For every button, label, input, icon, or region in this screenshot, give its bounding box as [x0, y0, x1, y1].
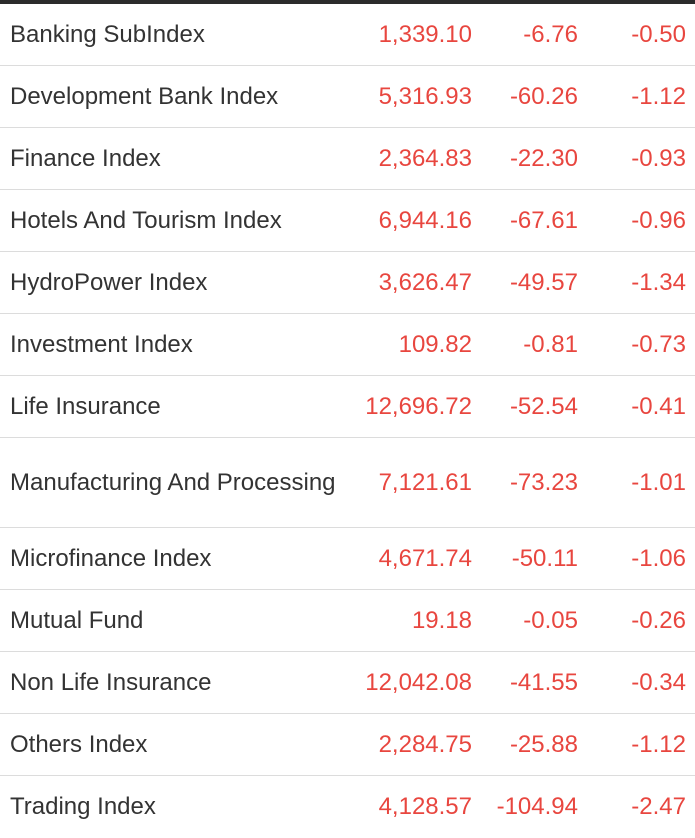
- index-percent-change: -1.01: [631, 468, 686, 496]
- index-change: -73.23: [509, 468, 578, 496]
- index-change: -67.61: [509, 206, 578, 234]
- index-value: 7,121.61: [378, 468, 472, 496]
- index-name: Others Index: [10, 730, 148, 758]
- index-name: Microfinance Index: [10, 544, 212, 572]
- index-change: -60.26: [509, 82, 578, 110]
- index-name: Hotels And Tourism Index: [10, 206, 282, 234]
- sub-index-table: Banking SubIndex 1,339.10 -6.76 -0.50 De…: [0, 4, 695, 838]
- index-percent-change: -0.96: [631, 206, 686, 234]
- index-change: -104.94: [496, 793, 578, 820]
- table-row[interactable]: Life Insurance 12,696.72 -52.54 -0.41: [0, 376, 695, 438]
- table-row[interactable]: Trading Index 4,128.57 -104.94 -2.47: [0, 776, 695, 838]
- index-change: -25.88: [509, 730, 578, 758]
- index-name: Life Insurance: [10, 392, 161, 420]
- index-name: Non Life Insurance: [10, 668, 212, 696]
- index-percent-change: -0.73: [631, 330, 686, 358]
- table-row[interactable]: Development Bank Index 5,316.93 -60.26 -…: [0, 66, 695, 128]
- index-name: Finance Index: [10, 144, 161, 172]
- table-row[interactable]: Hotels And Tourism Index 6,944.16 -67.61…: [0, 190, 695, 252]
- index-percent-change: -0.50: [631, 20, 686, 48]
- index-change: -41.55: [509, 668, 578, 696]
- table-row[interactable]: Mutual Fund 19.18 -0.05 -0.26: [0, 590, 695, 652]
- index-value: 12,696.72: [365, 392, 472, 420]
- table-row[interactable]: Non Life Insurance 12,042.08 -41.55 -0.3…: [0, 652, 695, 714]
- index-change: -6.76: [523, 20, 578, 48]
- index-percent-change: -1.12: [631, 82, 686, 110]
- table-row[interactable]: Microfinance Index 4,671.74 -50.11 -1.06: [0, 528, 695, 590]
- table-row[interactable]: Others Index 2,284.75 -25.88 -1.12: [0, 714, 695, 776]
- index-value: 4,671.74: [378, 544, 472, 572]
- index-percent-change: -0.34: [631, 668, 686, 696]
- index-value: 3,626.47: [378, 268, 472, 296]
- table-row[interactable]: HydroPower Index 3,626.47 -49.57 -1.34: [0, 252, 695, 314]
- table-row[interactable]: Manufacturing And Processing 7,121.61 -7…: [0, 438, 695, 528]
- index-name: Mutual Fund: [10, 606, 144, 634]
- index-value: 5,316.93: [378, 82, 472, 110]
- index-name: Development Bank Index: [10, 82, 279, 110]
- top-border: [0, 0, 695, 4]
- index-value: 109.82: [398, 330, 472, 358]
- index-percent-change: -1.12: [631, 730, 686, 758]
- index-value: 2,284.75: [378, 730, 472, 758]
- index-change: -49.57: [509, 268, 578, 296]
- index-value: 19.18: [411, 606, 472, 634]
- index-value: 2,364.83: [378, 144, 472, 172]
- index-percent-change: -0.26: [631, 606, 686, 634]
- index-change: -0.81: [523, 330, 578, 358]
- index-value: 12,042.08: [365, 668, 472, 696]
- index-percent-change: -2.47: [631, 793, 686, 820]
- index-percent-change: -1.06: [631, 544, 686, 572]
- index-value: 4,128.57: [378, 793, 472, 820]
- index-name: HydroPower Index: [10, 268, 208, 296]
- index-change: -0.05: [523, 606, 578, 634]
- table-row[interactable]: Banking SubIndex 1,339.10 -6.76 -0.50: [0, 4, 695, 66]
- index-change: -50.11: [511, 544, 578, 572]
- table-row[interactable]: Investment Index 109.82 -0.81 -0.73: [0, 314, 695, 376]
- index-name: Trading Index: [10, 793, 156, 820]
- table-row[interactable]: Finance Index 2,364.83 -22.30 -0.93: [0, 128, 695, 190]
- index-name: Banking SubIndex: [10, 20, 205, 48]
- index-value: 6,944.16: [378, 206, 472, 234]
- index-change: -22.30: [509, 144, 578, 172]
- index-percent-change: -1.34: [631, 268, 686, 296]
- index-percent-change: -0.41: [631, 392, 686, 420]
- index-change: -52.54: [509, 392, 578, 420]
- index-percent-change: -0.93: [631, 144, 686, 172]
- index-value: 1,339.10: [378, 20, 472, 48]
- index-name: Investment Index: [10, 330, 193, 358]
- index-name: Manufacturing And Processing: [10, 468, 336, 496]
